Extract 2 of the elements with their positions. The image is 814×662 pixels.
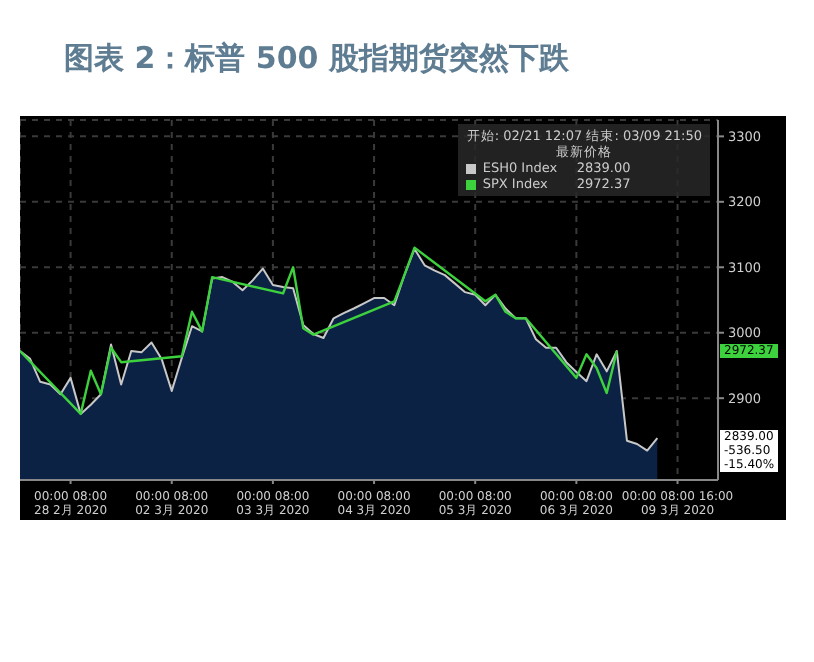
chart-title: 图表 2：标普 500 股指期货突然下跌 — [62, 38, 571, 80]
line-series — [20, 246, 619, 416]
